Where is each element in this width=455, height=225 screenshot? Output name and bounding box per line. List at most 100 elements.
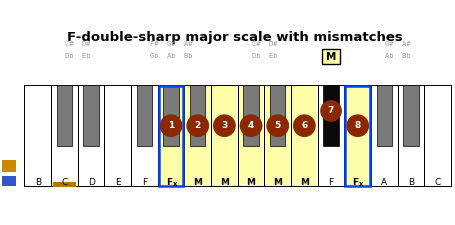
Circle shape [187, 115, 208, 136]
Bar [344, 85, 371, 187]
Text: D: D [88, 178, 95, 187]
Bar [291, 85, 318, 187]
Circle shape [240, 115, 262, 136]
Text: 7: 7 [328, 106, 334, 115]
Bar [57, 85, 72, 146]
Text: F: F [329, 178, 334, 187]
Text: A: A [381, 178, 387, 187]
Text: M: M [247, 178, 256, 187]
Text: M: M [273, 178, 282, 187]
Bar [371, 85, 398, 187]
Bar [211, 85, 238, 187]
Bar [345, 86, 370, 186]
Bar [2, 160, 16, 172]
Bar [159, 86, 183, 186]
Text: 2: 2 [195, 121, 201, 130]
Text: Db  Eb: Db Eb [65, 53, 91, 59]
Text: F: F [353, 178, 359, 187]
Bar [264, 85, 291, 187]
Bar [78, 85, 105, 187]
Text: E: E [115, 178, 121, 187]
Bar [105, 85, 131, 187]
Text: 5: 5 [275, 121, 281, 130]
Bar [243, 85, 259, 146]
Bar [25, 85, 51, 187]
Text: basicmusictheory.com: basicmusictheory.com [7, 73, 11, 134]
Bar [239, 86, 263, 186]
Bar [158, 85, 184, 187]
Text: F-double-sharp major scale with mismatches: F-double-sharp major scale with mismatch… [67, 31, 403, 43]
Text: 8: 8 [354, 121, 361, 130]
Text: 3: 3 [221, 121, 228, 130]
Circle shape [214, 115, 235, 136]
Bar [211, 85, 238, 187]
Text: M: M [326, 52, 336, 62]
Text: M: M [220, 178, 229, 187]
Circle shape [294, 115, 315, 136]
Bar [345, 86, 370, 186]
Text: Db  Eb: Db Eb [252, 53, 277, 59]
Text: 1: 1 [168, 121, 174, 130]
FancyBboxPatch shape [322, 50, 340, 64]
Bar [163, 85, 179, 146]
Bar [78, 85, 105, 187]
Text: C#  D#: C# D# [65, 41, 91, 47]
Bar [425, 85, 451, 187]
Text: F: F [166, 178, 172, 187]
Bar [238, 85, 264, 187]
Bar [318, 85, 344, 187]
Bar [53, 182, 76, 187]
Bar [403, 85, 419, 146]
Text: G#  A#: G# A# [385, 41, 410, 47]
Text: C: C [435, 178, 441, 187]
Bar [136, 85, 152, 146]
Bar [184, 85, 211, 187]
Text: F: F [142, 178, 147, 187]
Bar [184, 85, 211, 187]
Text: C: C [61, 178, 68, 187]
Text: M: M [193, 178, 202, 187]
Bar [398, 85, 425, 187]
Bar [270, 85, 285, 146]
Bar [371, 85, 398, 187]
Bar [2, 176, 16, 186]
Circle shape [347, 115, 369, 136]
Bar [324, 85, 339, 146]
Bar [398, 85, 425, 187]
Bar [344, 85, 371, 187]
Text: B: B [408, 178, 414, 187]
Text: F#  G#  A#: F# G# A# [150, 41, 192, 47]
Text: C#  D#: C# D# [252, 41, 277, 47]
Circle shape [321, 101, 341, 121]
Bar [83, 85, 99, 146]
Circle shape [267, 115, 288, 136]
Bar [131, 85, 158, 187]
Text: Gb  Ab  Bb: Gb Ab Bb [150, 53, 192, 59]
Bar [292, 86, 317, 186]
Bar [377, 85, 392, 146]
Text: 6: 6 [301, 121, 308, 130]
Text: 4: 4 [248, 121, 254, 130]
Text: B: B [35, 178, 41, 187]
Bar [105, 85, 131, 187]
Bar [265, 86, 290, 186]
Bar [238, 85, 264, 187]
Bar [190, 85, 206, 146]
Bar [51, 85, 78, 187]
Text: x: x [172, 181, 177, 187]
Bar [425, 85, 451, 187]
Text: x: x [359, 181, 364, 187]
Bar [264, 85, 291, 187]
Bar [51, 85, 78, 187]
Bar [159, 86, 183, 186]
Circle shape [161, 115, 182, 136]
Bar [212, 86, 237, 186]
Bar [186, 86, 210, 186]
Bar [25, 85, 51, 187]
Text: Ab  Bb: Ab Bb [385, 53, 410, 59]
Bar [291, 85, 318, 187]
Text: M: M [300, 178, 309, 187]
Bar [318, 85, 344, 187]
Bar [131, 85, 158, 187]
Bar [158, 85, 184, 187]
